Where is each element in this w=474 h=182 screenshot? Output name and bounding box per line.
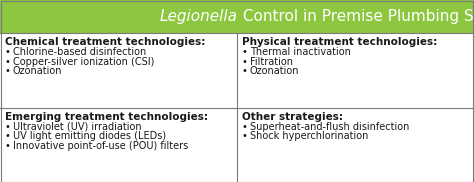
Text: •: •	[242, 66, 248, 76]
Text: Chlorine-based disinfection: Chlorine-based disinfection	[13, 47, 146, 57]
Text: •: •	[242, 47, 248, 57]
Text: Physical treatment technologies:: Physical treatment technologies:	[242, 37, 437, 47]
Text: •: •	[5, 57, 11, 67]
Text: Emerging treatment technologies:: Emerging treatment technologies:	[5, 112, 208, 122]
Text: Filtration: Filtration	[250, 57, 293, 67]
Text: Shock hyperchlorination: Shock hyperchlorination	[250, 131, 368, 141]
Text: •: •	[242, 131, 248, 141]
Text: •: •	[242, 57, 248, 67]
Text: •: •	[5, 66, 11, 76]
Bar	[0, 0, 474, 33]
Text: Copper-silver ionization (CSI): Copper-silver ionization (CSI)	[13, 57, 155, 67]
Text: Ozonation: Ozonation	[13, 66, 63, 76]
Text: •: •	[5, 47, 11, 57]
Text: Legionella: Legionella	[160, 9, 238, 24]
Text: •: •	[5, 131, 11, 141]
Text: Ultraviolet (UV) irradiation: Ultraviolet (UV) irradiation	[13, 122, 142, 132]
Text: Ozonation: Ozonation	[250, 66, 300, 76]
Text: Chemical treatment technologies:: Chemical treatment technologies:	[5, 37, 205, 47]
Text: Control in Premise Plumbing Systems: Control in Premise Plumbing Systems	[238, 9, 474, 24]
Text: •: •	[242, 122, 248, 132]
Text: Thermal inactivation: Thermal inactivation	[250, 47, 351, 57]
Text: Other strategies:: Other strategies:	[242, 112, 343, 122]
Text: •: •	[5, 122, 11, 132]
Text: •: •	[5, 141, 11, 151]
Text: Superheat-and-flush disinfection: Superheat-and-flush disinfection	[250, 122, 410, 132]
Text: UV light emitting diodes (LEDs): UV light emitting diodes (LEDs)	[13, 131, 166, 141]
Text: Innovative point-of-use (POU) filters: Innovative point-of-use (POU) filters	[13, 141, 188, 151]
